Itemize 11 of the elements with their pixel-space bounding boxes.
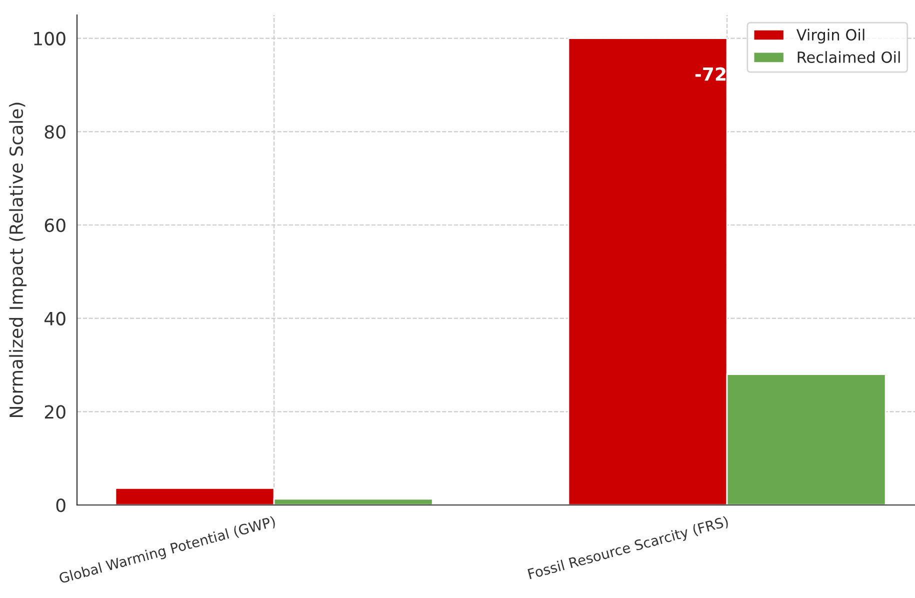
legend-label: Reclaimed Oil (798, 51, 900, 63)
y-axis-title: Normalized Impact (Relative Scale) (9, 102, 27, 417)
y-tick-label: 0 (56, 498, 66, 512)
y-tick-label: 60 (44, 218, 66, 232)
legend-label: Virgin Oil (796, 28, 864, 44)
y-tick-label: 100 (34, 32, 66, 46)
y-tick-label: 40 (44, 312, 66, 326)
y-tick-label: 20 (44, 405, 66, 419)
annotation: -72 (695, 67, 726, 81)
y-tick-label: 80 (44, 125, 66, 139)
x-tick-label: Fossil Resource Scarcity (FRS) (528, 516, 730, 582)
